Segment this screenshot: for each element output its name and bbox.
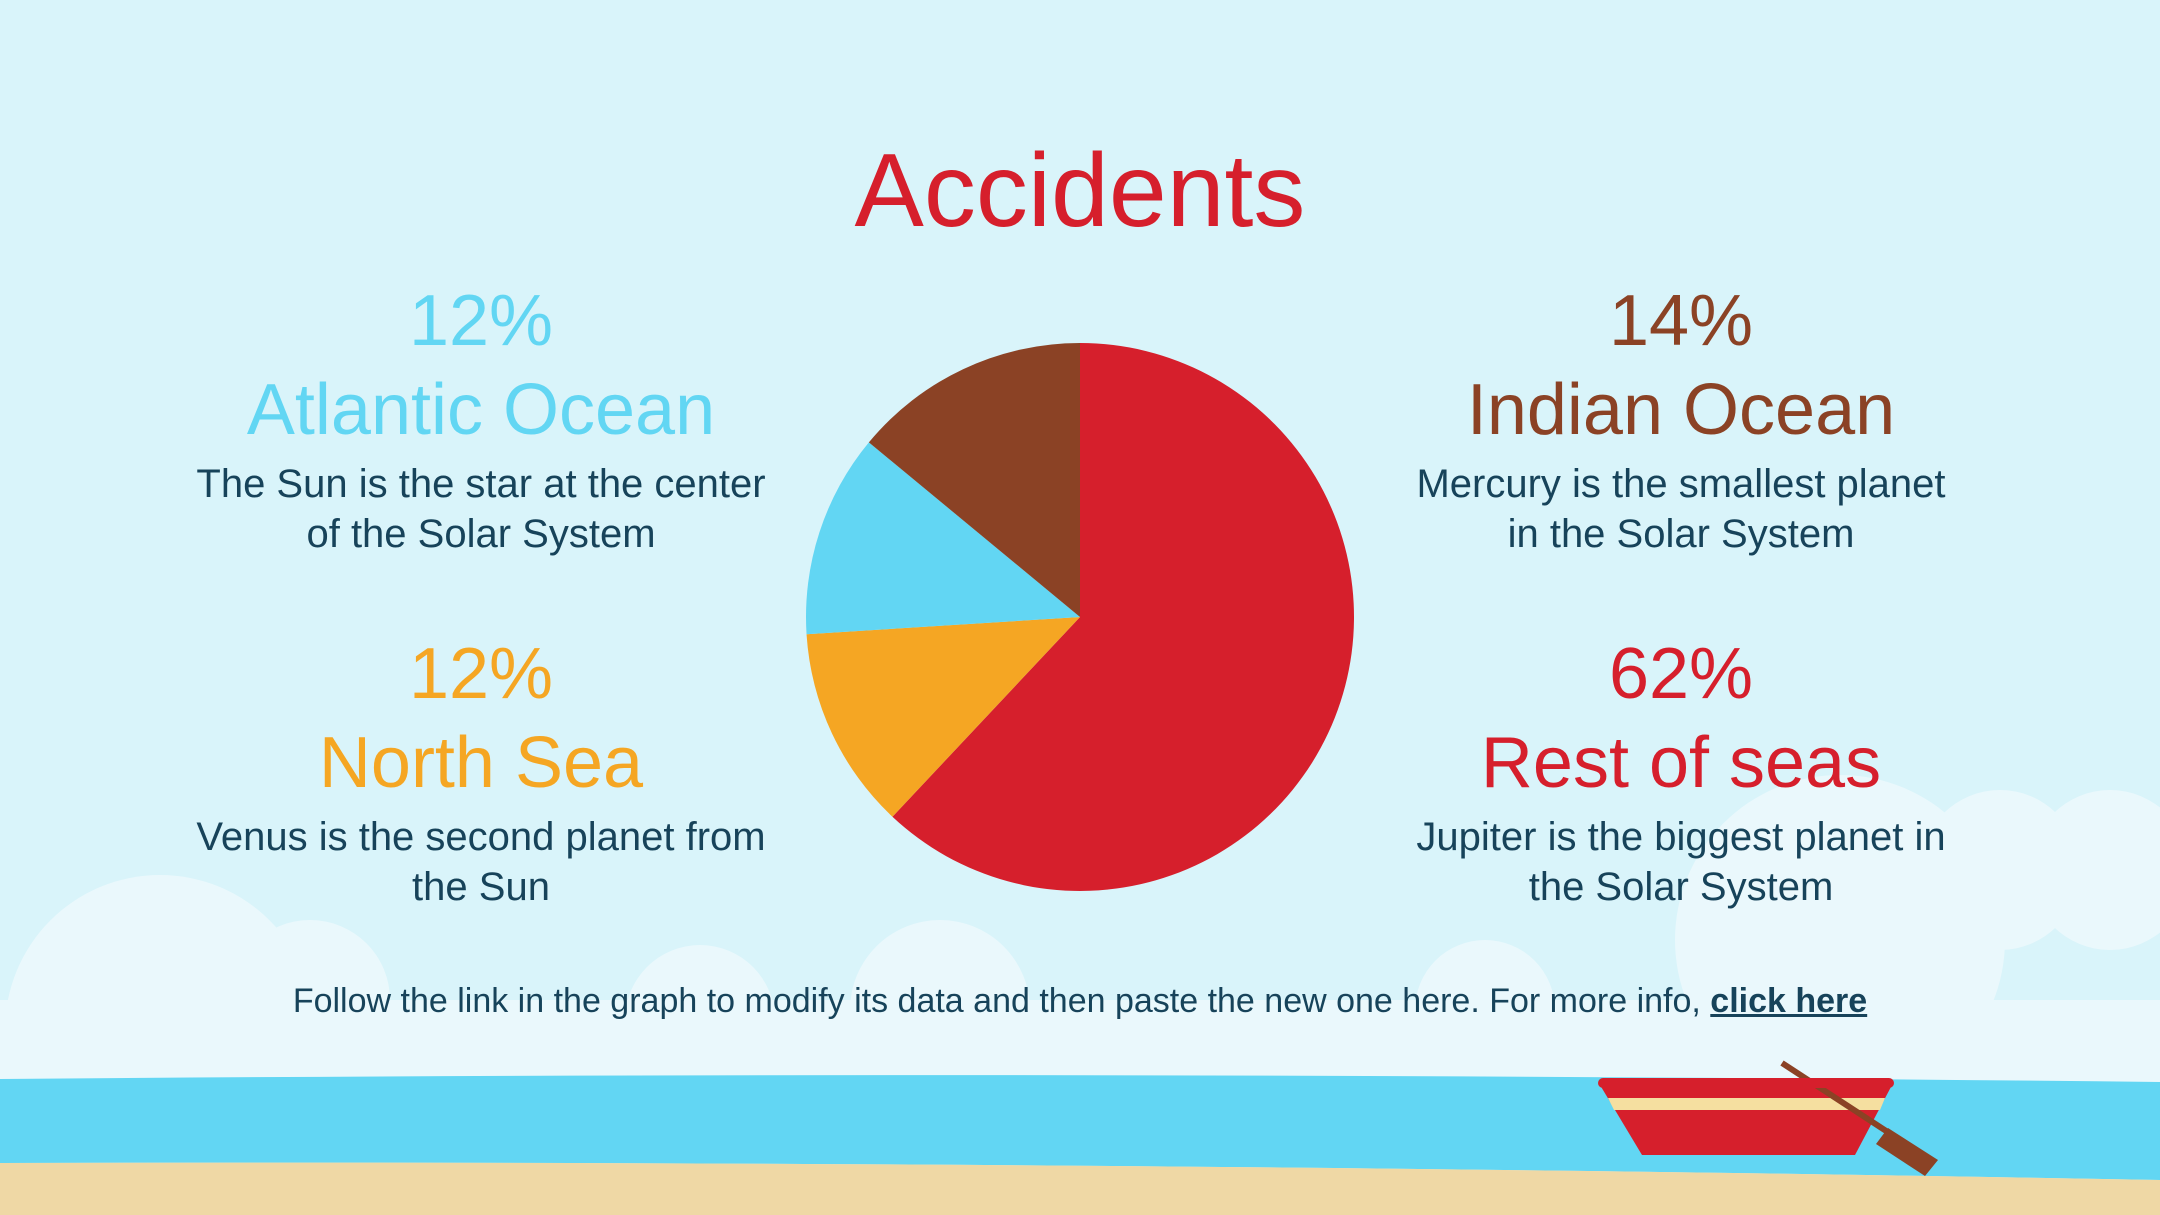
label-block: 14% Indian Ocean Mercury is the smallest p… — [1381, 277, 1981, 559]
pie-slice — [806, 617, 1080, 817]
value-label: 14% — [1608, 281, 1754, 361]
value-label: 62% — [1608, 634, 1754, 714]
chart-title: Accidents — [854, 133, 1306, 249]
pie-slice — [892, 343, 1355, 891]
footer: Follow the link in the graph to modify i… — [0, 982, 2160, 1021]
footer-text: Follow the link in the graph to modify i… — [292, 982, 1701, 1020]
label-block: 12% North Sea Venus is the second planet f… — [181, 630, 781, 912]
category-label: Atlantic Ocean — [246, 370, 716, 450]
pie-slice — [805, 442, 1080, 635]
clouds — [0, 775, 2160, 1185]
category-label: Indian Ocean — [1466, 370, 1896, 450]
description: Mercury is the smallest planet in the So… — [1416, 462, 1946, 556]
link[interactable]: click here — [1710, 982, 1868, 1020]
description: Venus is the second planet from the Sun — [196, 815, 766, 909]
description: Jupiter is the biggest planet in the Sol… — [1416, 815, 1946, 909]
category-label: Rest of seas — [1480, 723, 1882, 803]
boat — [1598, 1060, 1938, 1176]
pie-slice — [868, 343, 1080, 617]
category-label: North Sea — [318, 723, 644, 803]
label-block: 62% Rest of seas Jupiter is the biggest pl… — [1381, 630, 1981, 912]
description: The Sun is the star at the center of the… — [196, 462, 766, 556]
value-label: 12% — [408, 281, 554, 361]
label-block: 12% Atlantic Ocean The Sun is the star at … — [181, 277, 781, 559]
sand — [0, 1162, 2160, 1215]
value-label: 12% — [408, 634, 554, 714]
